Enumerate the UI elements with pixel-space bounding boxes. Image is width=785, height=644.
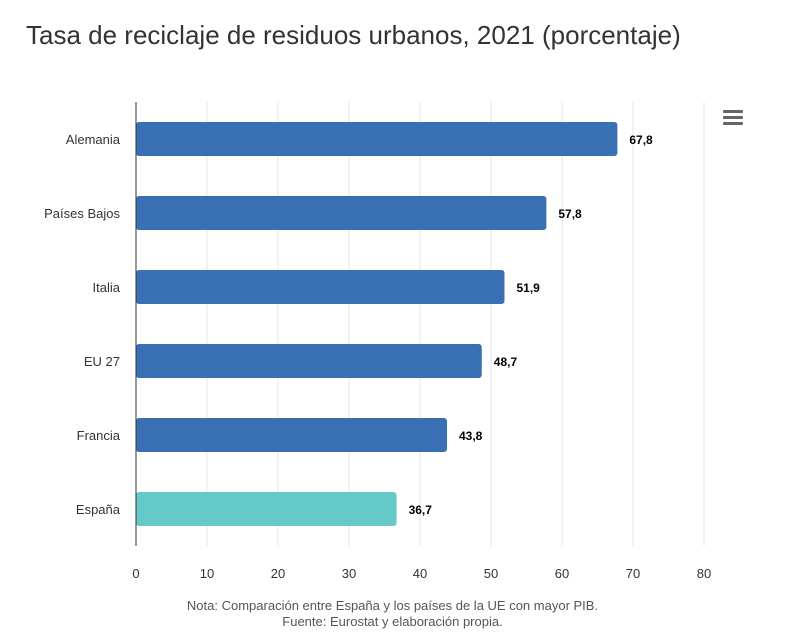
bar xyxy=(136,270,505,304)
y-category-label: EU 27 xyxy=(84,354,120,369)
data-label: 48,7 xyxy=(494,355,518,369)
y-category-label: Alemania xyxy=(66,132,121,147)
bar xyxy=(136,492,397,526)
x-tick-label: 20 xyxy=(271,566,285,581)
x-tick-label: 50 xyxy=(484,566,498,581)
x-tick-label: 0 xyxy=(132,566,139,581)
x-tick-label: 40 xyxy=(413,566,427,581)
x-tick-label: 70 xyxy=(626,566,640,581)
y-category-label: Italia xyxy=(93,280,121,295)
y-category-label: Francia xyxy=(77,428,121,443)
chart-title: Tasa de reciclaje de residuos urbanos, 2… xyxy=(26,20,681,50)
x-tick-label: 30 xyxy=(342,566,356,581)
chart-note: Nota: Comparación entre España y los paí… xyxy=(186,598,599,613)
x-tick-label: 60 xyxy=(555,566,569,581)
data-label: 36,7 xyxy=(409,503,433,517)
y-category-label: España xyxy=(76,502,121,517)
bar xyxy=(136,344,482,378)
chart-source: Fuente: Eurostat y elaboración propia. xyxy=(282,614,503,629)
data-label: 57,8 xyxy=(558,207,582,221)
data-label: 43,8 xyxy=(459,429,483,443)
data-label: 67,8 xyxy=(629,133,653,147)
x-tick-label: 10 xyxy=(200,566,214,581)
bar xyxy=(136,122,618,156)
data-label: 51,9 xyxy=(516,281,540,295)
hamburger-menu-icon[interactable] xyxy=(723,110,743,126)
bar xyxy=(136,196,547,230)
x-tick-label: 80 xyxy=(697,566,711,581)
y-category-label: Países Bajos xyxy=(44,206,120,221)
bar xyxy=(136,418,447,452)
